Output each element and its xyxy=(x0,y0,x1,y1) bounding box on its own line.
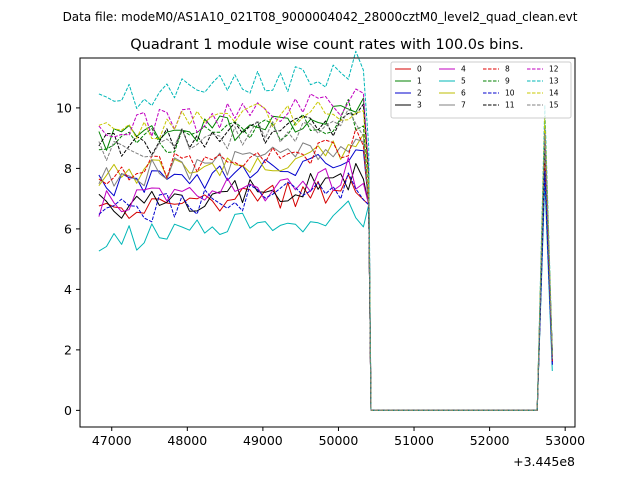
legend-label-3: 3 xyxy=(417,101,422,110)
series-line-2 xyxy=(98,149,553,411)
series-line-0 xyxy=(98,167,553,411)
series-line-10 xyxy=(98,170,553,411)
figure-suptitle: Data file: modeM0/AS1A10_021T08_90000040… xyxy=(63,10,578,24)
series-line-13 xyxy=(98,50,553,411)
legend-label-12: 12 xyxy=(549,65,559,74)
y-axis: 0 2 4 6 8 10 xyxy=(56,100,80,418)
y-tick-label: 10 xyxy=(56,100,72,115)
series-line-9 xyxy=(98,98,553,411)
series-line-6 xyxy=(98,133,553,411)
legend-label-11: 11 xyxy=(505,101,515,110)
legend-label-0: 0 xyxy=(417,65,422,74)
y-tick-label: 2 xyxy=(64,342,72,357)
series-line-11 xyxy=(98,103,553,411)
axes-frame xyxy=(79,57,576,428)
series-line-12 xyxy=(98,88,553,411)
legend-label-13: 13 xyxy=(549,77,559,86)
legend-label-4: 4 xyxy=(461,65,466,74)
legend-label-15: 15 xyxy=(549,101,559,110)
y-tick-label: 6 xyxy=(64,221,72,236)
legend-label-9: 9 xyxy=(505,77,510,86)
plot-area xyxy=(98,50,553,411)
legend-label-7: 7 xyxy=(461,101,466,110)
y-tick-label: 0 xyxy=(64,403,72,418)
x-tick-label: 52000 xyxy=(470,433,510,448)
x-tick-label: 50000 xyxy=(319,433,359,448)
x-tick-label: 48000 xyxy=(167,433,207,448)
legend-box xyxy=(390,61,572,119)
series-line-14 xyxy=(98,101,553,411)
legend-label-2: 2 xyxy=(417,89,422,98)
x-offset-label: +3.445e8 xyxy=(513,454,575,469)
series-line-3 xyxy=(98,163,553,411)
legend-label-1: 1 xyxy=(417,77,422,86)
series-line-1 xyxy=(98,97,553,411)
y-tick-label: 8 xyxy=(64,161,72,176)
x-tick-label: 47000 xyxy=(92,433,132,448)
chart-title: Quadrant 1 module wise count rates with … xyxy=(130,37,524,53)
x-tick-label: 53000 xyxy=(545,433,585,448)
y-tick-label: 4 xyxy=(64,282,72,297)
legend-label-5: 5 xyxy=(461,77,466,86)
series-line-15 xyxy=(98,108,553,411)
x-axis: 47000 48000 49000 50000 51000 52000 53000 xyxy=(92,427,585,448)
series-line-5 xyxy=(98,180,553,411)
legend-label-8: 8 xyxy=(505,65,510,74)
legend-label-10: 10 xyxy=(505,89,515,98)
legend-label-14: 14 xyxy=(549,89,559,98)
x-tick-label: 51000 xyxy=(394,433,434,448)
legend-label-6: 6 xyxy=(461,89,466,98)
series-line-4 xyxy=(98,152,553,411)
x-tick-label: 49000 xyxy=(243,433,283,448)
series-line-8 xyxy=(98,128,553,411)
